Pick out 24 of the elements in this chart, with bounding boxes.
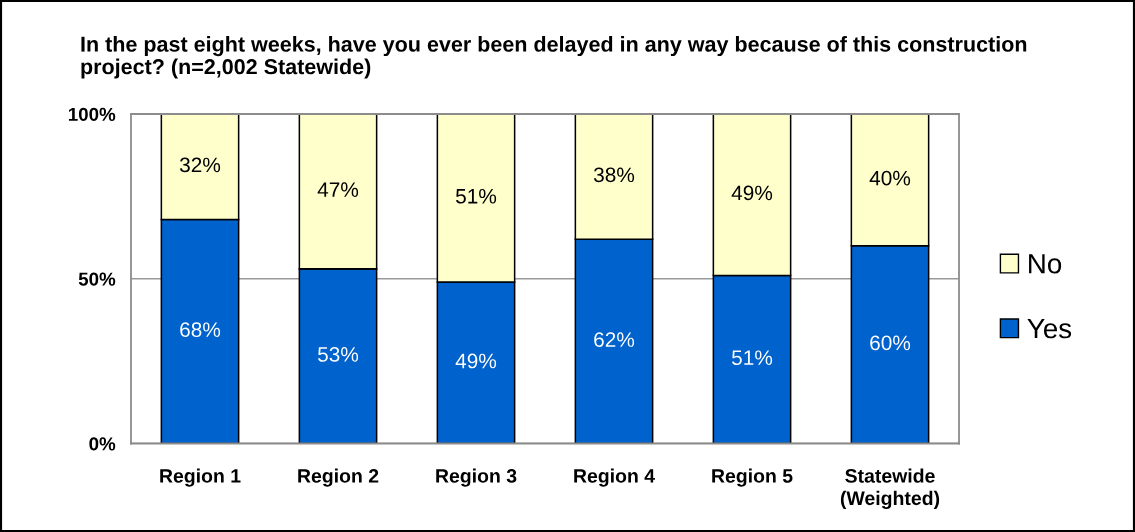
data-label: 40% [869, 170, 911, 186]
data-label: 53% [317, 347, 359, 362]
y-tick-label: 50% [78, 272, 116, 286]
x-tick-label: Region 5 [712, 468, 793, 487]
legend-label: Yes [1027, 318, 1072, 339]
chart-title: In the past eight weeks, have you ever been delayed in any way because of this construction project? (n=2,002 Statewide) [81, 36, 1027, 79]
data-label: 60% [870, 335, 911, 351]
data-label: 38% [593, 167, 635, 183]
data-label: 51% [455, 188, 497, 204]
data-label: 51% [731, 350, 773, 366]
x-tick-label: Region 4 [574, 468, 655, 487]
data-label: 49% [455, 353, 497, 369]
data-label: 47% [317, 182, 359, 197]
x-tick-label: Region 1 [160, 468, 241, 487]
data-label: 62% [594, 332, 635, 347]
data-label: 49% [731, 185, 773, 201]
legend-label: No [1029, 254, 1062, 274]
y-tick-label: 0% [89, 437, 116, 451]
data-label: 68% [180, 322, 221, 338]
x-tick-label: Statewide (Weighted) [840, 468, 940, 510]
data-label: 32% [179, 157, 221, 173]
y-tick-label: 100% [68, 107, 116, 121]
x-tick-label: Region 3 [436, 468, 517, 487]
x-tick-label: Region 2 [298, 468, 379, 487]
